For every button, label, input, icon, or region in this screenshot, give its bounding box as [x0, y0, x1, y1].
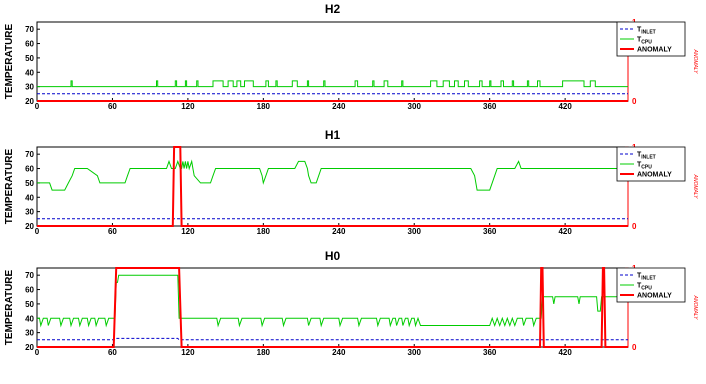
- series-anomaly-line: [37, 267, 628, 348]
- legend-entry-main: ANOMALY: [637, 172, 672, 179]
- plot-frame: [36, 21, 629, 102]
- legend-entry-subscript: CPU: [641, 165, 652, 171]
- legend-entry-main: T: [637, 152, 642, 159]
- legend-entry-label: ANOMALY: [637, 293, 672, 300]
- panel-title: H2: [325, 2, 341, 16]
- legend-entry-label: TCPU: [637, 162, 652, 171]
- y-tick-label: 30: [25, 83, 34, 92]
- x-tick-label: 240: [332, 227, 346, 236]
- y-tick-label: 70: [25, 271, 34, 280]
- y-tick-label: 30: [25, 329, 34, 338]
- x-tick-label: 180: [257, 348, 271, 357]
- y-tick-label: 20: [25, 222, 34, 231]
- x-tick-label: 300: [408, 227, 422, 236]
- panel-title: H1: [325, 128, 341, 142]
- x-tick-label: 120: [181, 227, 195, 236]
- legend-entry-subscript: CPU: [641, 40, 652, 46]
- series-anomaly-line: [37, 146, 628, 227]
- plot-frame: [36, 146, 629, 227]
- legend-entry-label: TCPU: [637, 37, 652, 46]
- legend-entry-main: T: [637, 37, 642, 44]
- y-tick-label: 70: [25, 150, 34, 159]
- x-tick-label: 360: [483, 227, 497, 236]
- panel-h1: H1 TEMPERATURE 20 30 40 50 60 70 0 60 120 180 240 300…: [4, 128, 698, 236]
- y-tick-label: 60: [25, 165, 34, 174]
- legend-entry-label: ANOMALY: [637, 172, 672, 179]
- y-axis-label: TEMPERATURE: [4, 148, 15, 224]
- x-tick-label: 300: [408, 102, 422, 111]
- y-tick-label: 60: [25, 286, 34, 295]
- legend-entry-main: T: [637, 162, 642, 169]
- y-tick-label: 40: [25, 193, 34, 202]
- legend-entry-label: ANOMALY: [637, 47, 672, 54]
- right-axis-label: ANOMALY: [692, 174, 698, 200]
- y-tick-label: 60: [25, 40, 34, 49]
- legend-entry-label: TINLET: [637, 152, 656, 161]
- y-tick-label: 40: [25, 314, 34, 323]
- x-tick-label: 0: [35, 227, 40, 236]
- y-axis-label: TEMPERATURE: [4, 269, 15, 345]
- y-tick-label: 30: [25, 208, 34, 217]
- legend-entry-main: ANOMALY: [637, 47, 672, 54]
- x-tick-label: 360: [483, 102, 497, 111]
- x-tick-label: 120: [181, 102, 195, 111]
- x-tick-label: 120: [181, 348, 195, 357]
- y-axis-label: TEMPERATURE: [4, 23, 15, 99]
- panel-title: H0: [325, 249, 341, 263]
- legend-entry-main: T: [637, 283, 642, 290]
- y-tick-label: 70: [25, 25, 34, 34]
- legend-entry-subscript: INLET: [641, 30, 655, 36]
- legend-entry-label: TINLET: [637, 273, 656, 282]
- y-tick-label: 40: [25, 68, 34, 77]
- series-cpu-line: [37, 274, 628, 328]
- series-cpu-line: [37, 159, 628, 191]
- right-tick-label: 0: [632, 97, 637, 106]
- panel-h0: H0 TEMPERATURE 20 30 40 50 60 70 0 60 120 180 240 300…: [4, 249, 698, 357]
- series-inlet-line: [37, 337, 628, 341]
- legend-entry-main: T: [637, 27, 642, 34]
- x-tick-label: 240: [332, 348, 346, 357]
- legend-entry-label: TINLET: [637, 27, 656, 36]
- x-tick-label: 60: [108, 348, 117, 357]
- y-tick-label: 50: [25, 179, 34, 188]
- panel-h2: H2 TEMPERATURE 20 30 40 50 60 70 0 60 120 180 240 300…: [4, 2, 698, 111]
- y-tick-label: 50: [25, 54, 34, 63]
- x-tick-label: 360: [483, 348, 497, 357]
- y-tick-label: 20: [25, 97, 34, 106]
- right-tick-label: 0: [632, 343, 637, 352]
- x-tick-label: 240: [332, 102, 346, 111]
- series-cpu-line: [37, 80, 628, 88]
- legend-entry-subscript: INLET: [641, 155, 655, 161]
- x-tick-label: 420: [558, 348, 572, 357]
- right-axis-label: ANOMALY: [692, 295, 698, 321]
- x-tick-label: 180: [257, 227, 271, 236]
- legend-entry-subscript: CPU: [641, 286, 652, 292]
- x-tick-label: 180: [257, 102, 271, 111]
- legend-entry-subscript: INLET: [641, 276, 655, 282]
- legend-entry-main: ANOMALY: [637, 293, 672, 300]
- x-tick-label: 420: [558, 102, 572, 111]
- y-tick-label: 20: [25, 343, 34, 352]
- right-tick-label: 0: [632, 222, 637, 231]
- legend-entry-label: TCPU: [637, 283, 652, 292]
- x-tick-label: 0: [35, 348, 40, 357]
- x-tick-label: 420: [558, 227, 572, 236]
- right-axis-label: ANOMALY: [692, 49, 698, 75]
- x-tick-label: 60: [108, 102, 117, 111]
- legend-entry-main: T: [637, 273, 642, 280]
- x-tick-label: 0: [35, 102, 40, 111]
- x-tick-label: 60: [108, 227, 117, 236]
- y-tick-label: 50: [25, 300, 34, 309]
- x-tick-label: 300: [408, 348, 422, 357]
